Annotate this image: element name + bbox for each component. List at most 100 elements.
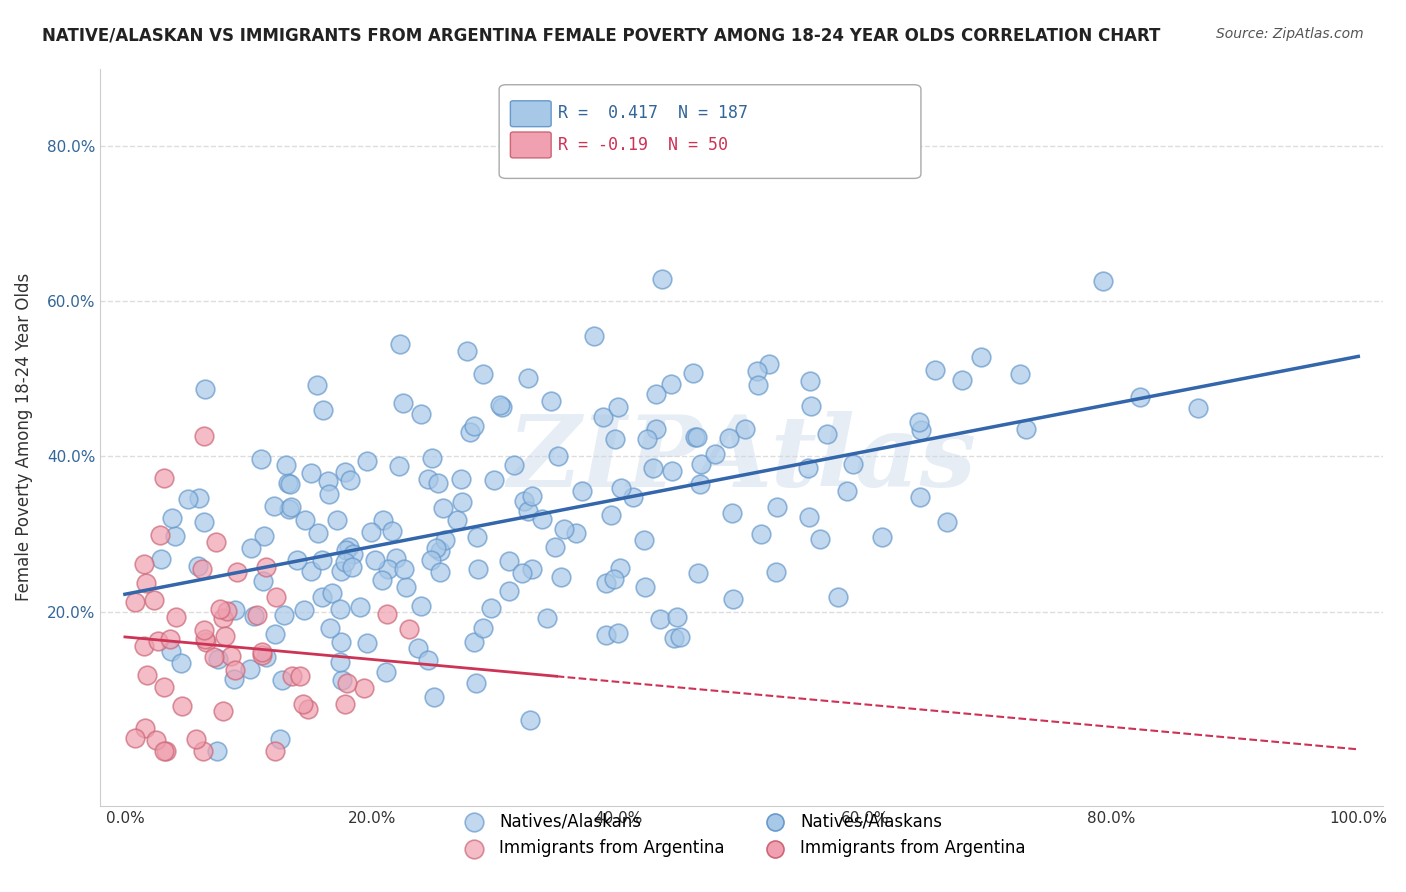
- Immigrants from Argentina: [152, 744, 174, 758]
- Natives/Alaskans: [299, 466, 322, 480]
- Immigrants from Argentina: [193, 623, 215, 637]
- Natives/Alaskans: [326, 513, 349, 527]
- Natives/Alaskans: [339, 474, 361, 488]
- Natives/Alaskans: [253, 529, 276, 543]
- Natives/Alaskans: [668, 630, 690, 644]
- Natives/Alaskans: [827, 590, 849, 604]
- Natives/Alaskans: [349, 599, 371, 614]
- Natives/Alaskans: [1187, 401, 1209, 415]
- Immigrants from Argentina: [336, 676, 359, 690]
- Natives/Alaskans: [329, 602, 352, 616]
- Immigrants from Argentina: [252, 648, 274, 662]
- Natives/Alaskans: [280, 500, 302, 514]
- Natives/Alaskans: [316, 474, 339, 488]
- Natives/Alaskans: [375, 665, 398, 680]
- Natives/Alaskans: [418, 653, 440, 667]
- Natives/Alaskans: [340, 560, 363, 574]
- Natives/Alaskans: [1014, 422, 1036, 436]
- Natives/Alaskans: [910, 423, 932, 437]
- Natives/Alaskans: [188, 491, 211, 506]
- Text: Source: ZipAtlas.com: Source: ZipAtlas.com: [1216, 27, 1364, 41]
- Natives/Alaskans: [659, 376, 682, 391]
- Natives/Alaskans: [465, 676, 488, 690]
- Natives/Alaskans: [329, 655, 352, 669]
- Natives/Alaskans: [766, 500, 789, 515]
- Natives/Alaskans: [519, 714, 541, 728]
- Natives/Alaskans: [160, 511, 183, 525]
- Natives/Alaskans: [553, 523, 575, 537]
- Immigrants from Argentina: [252, 645, 274, 659]
- Natives/Alaskans: [547, 449, 569, 463]
- Natives/Alaskans: [841, 457, 863, 471]
- Immigrants from Argentina: [145, 732, 167, 747]
- Natives/Alaskans: [273, 607, 295, 622]
- Natives/Alaskans: [416, 471, 439, 485]
- Natives/Alaskans: [651, 272, 673, 286]
- Natives/Alaskans: [536, 610, 558, 624]
- Natives/Alaskans: [645, 421, 668, 435]
- Natives/Alaskans: [520, 562, 543, 576]
- Natives/Alaskans: [799, 374, 821, 388]
- Natives/Alaskans: [170, 656, 193, 670]
- Natives/Alaskans: [335, 543, 357, 558]
- Natives/Alaskans: [682, 366, 704, 380]
- Natives/Alaskans: [450, 472, 472, 486]
- Natives/Alaskans: [721, 506, 744, 520]
- Natives/Alaskans: [599, 508, 621, 522]
- Natives/Alaskans: [239, 662, 262, 676]
- Immigrants from Argentina: [202, 650, 225, 665]
- Natives/Alaskans: [564, 526, 586, 541]
- Natives/Alaskans: [277, 502, 299, 516]
- Natives/Alaskans: [269, 732, 291, 747]
- Natives/Alaskans: [429, 566, 451, 580]
- Natives/Alaskans: [312, 403, 335, 417]
- Natives/Alaskans: [747, 378, 769, 392]
- Natives/Alaskans: [194, 382, 217, 396]
- Natives/Alaskans: [662, 631, 685, 645]
- Natives/Alaskans: [434, 533, 457, 547]
- Natives/Alaskans: [451, 495, 474, 509]
- Immigrants from Argentina: [149, 528, 172, 542]
- Immigrants from Argentina: [135, 576, 157, 591]
- Natives/Alaskans: [484, 473, 506, 487]
- Natives/Alaskans: [420, 451, 443, 466]
- Natives/Alaskans: [908, 490, 931, 504]
- Natives/Alaskans: [479, 601, 502, 615]
- Natives/Alaskans: [467, 562, 489, 576]
- Natives/Alaskans: [583, 328, 606, 343]
- Immigrants from Argentina: [353, 681, 375, 696]
- Natives/Alaskans: [606, 626, 628, 640]
- Immigrants from Argentina: [398, 622, 420, 636]
- Natives/Alaskans: [294, 513, 316, 527]
- Natives/Alaskans: [360, 524, 382, 539]
- Natives/Alaskans: [163, 529, 186, 543]
- Natives/Alaskans: [224, 672, 246, 686]
- Text: ZIPAtlas: ZIPAtlas: [508, 411, 976, 508]
- Immigrants from Argentina: [191, 562, 214, 576]
- Natives/Alaskans: [969, 350, 991, 364]
- Immigrants from Argentina: [135, 668, 157, 682]
- Natives/Alaskans: [250, 452, 273, 467]
- Immigrants from Argentina: [254, 559, 277, 574]
- Natives/Alaskans: [758, 357, 780, 371]
- Natives/Alaskans: [689, 477, 711, 491]
- Natives/Alaskans: [517, 371, 540, 385]
- Natives/Alaskans: [517, 504, 540, 518]
- Natives/Alaskans: [252, 574, 274, 588]
- Immigrants from Argentina: [288, 669, 311, 683]
- Natives/Alaskans: [423, 690, 446, 705]
- Immigrants from Argentina: [245, 607, 267, 622]
- Immigrants from Argentina: [152, 471, 174, 485]
- Natives/Alaskans: [837, 484, 859, 499]
- Text: NATIVE/ALASKAN VS IMMIGRANTS FROM ARGENTINA FEMALE POVERTY AMONG 18-24 YEAR OLDS: NATIVE/ALASKAN VS IMMIGRANTS FROM ARGENT…: [42, 27, 1160, 45]
- Natives/Alaskans: [665, 610, 688, 624]
- Natives/Alaskans: [330, 673, 353, 687]
- Natives/Alaskans: [420, 553, 443, 567]
- Natives/Alaskans: [239, 541, 262, 556]
- Natives/Alaskans: [392, 562, 415, 576]
- Natives/Alaskans: [342, 547, 364, 561]
- Natives/Alaskans: [160, 644, 183, 658]
- Natives/Alaskans: [356, 636, 378, 650]
- Natives/Alaskans: [498, 584, 520, 599]
- Natives/Alaskans: [285, 553, 308, 567]
